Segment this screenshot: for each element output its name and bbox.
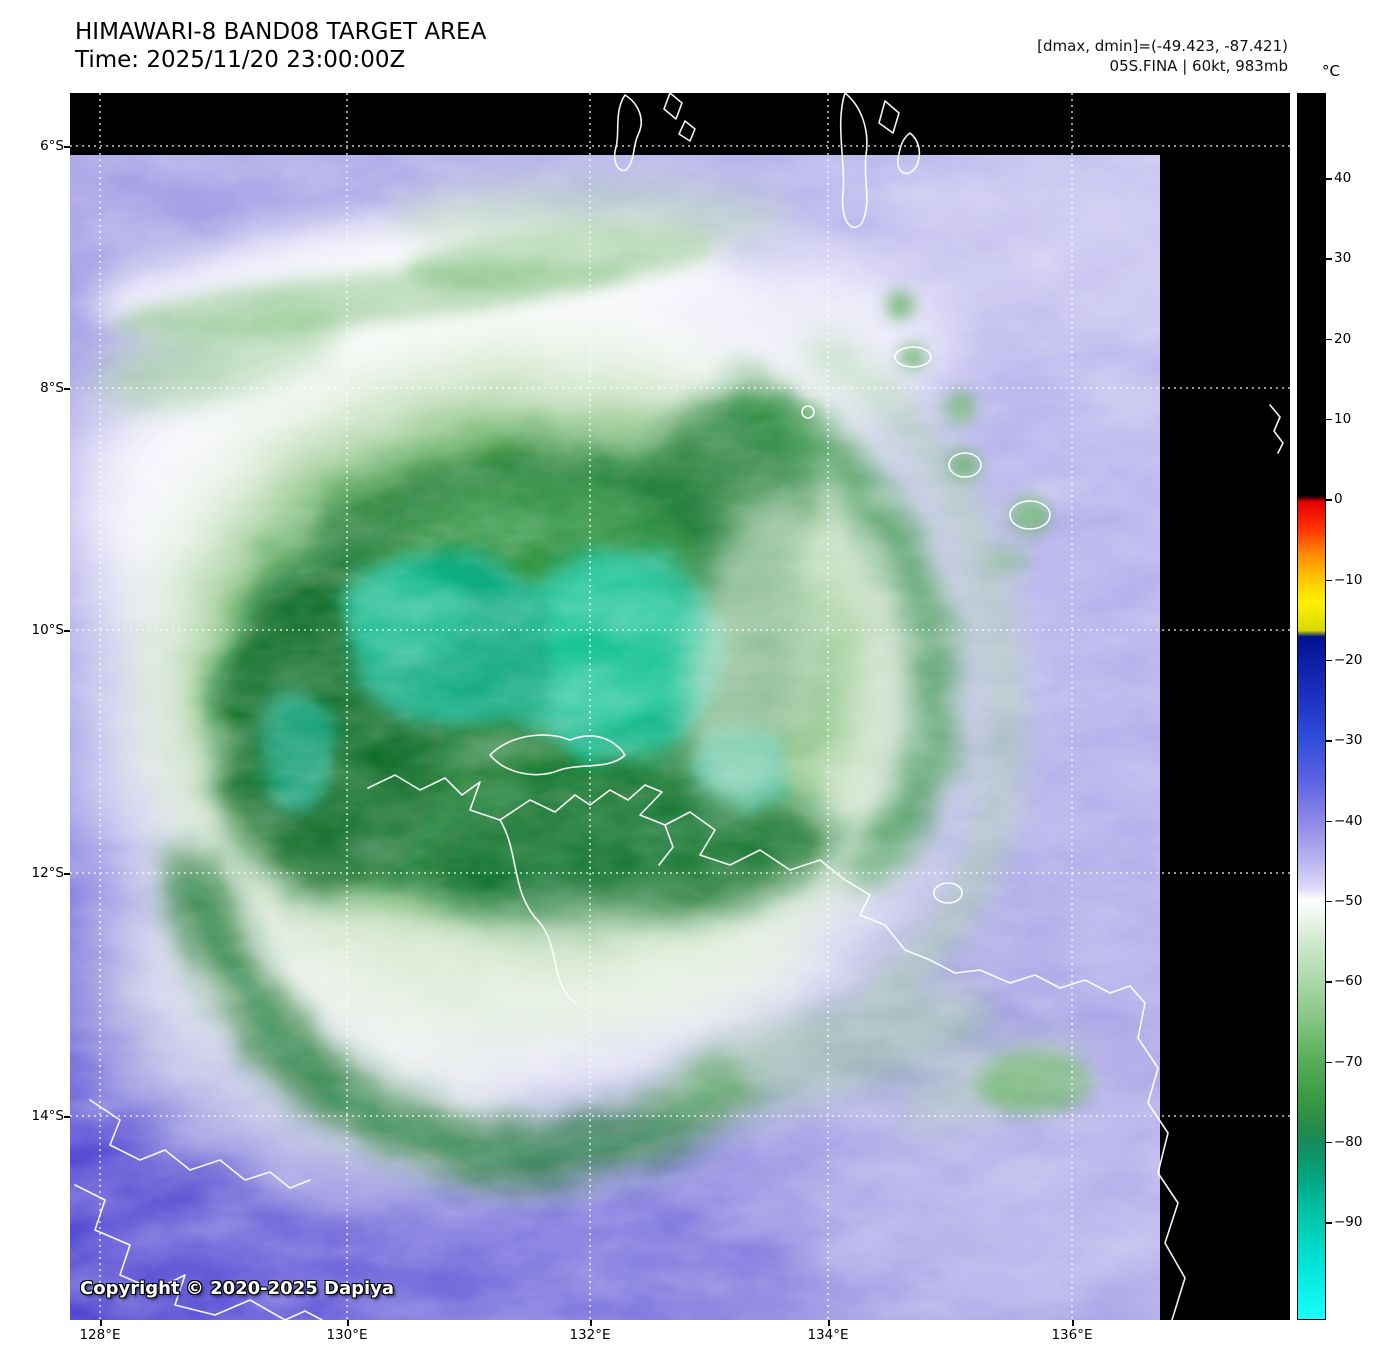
colorbar-tick-label: −40 xyxy=(1334,812,1363,829)
coast-island-2 xyxy=(948,452,982,478)
y-axis-tick xyxy=(64,146,70,148)
colorbar-tick-label: 0 xyxy=(1334,491,1343,508)
figure-annotations: [dmax, dmin]=(-49.423, -87.421) 05S.FINA… xyxy=(868,36,1288,76)
colorbar-tick-label: −70 xyxy=(1334,1053,1363,1070)
colorbar-tick-label: −50 xyxy=(1334,892,1363,909)
colorbar-tick-label: −60 xyxy=(1334,973,1363,990)
satellite-plot-area: Copyright © 2020-2025 Dapiya xyxy=(70,93,1290,1320)
colorbar-tick-label: 10 xyxy=(1334,410,1352,427)
colorbar-tick-label: −10 xyxy=(1334,571,1363,588)
storm-intensity-label: 05S.FINA | 60kt, 983mb xyxy=(1109,57,1288,75)
cloud-texture-overlay xyxy=(70,155,1160,1320)
coast-inlet xyxy=(499,819,674,1004)
coast-small-islands-top xyxy=(663,93,696,142)
dmax-dmin-label: [dmax, dmin]=(-49.423, -87.421) xyxy=(1037,37,1288,55)
coast-island-1 xyxy=(894,346,932,368)
satellite-data-region xyxy=(70,155,1160,1320)
colorbar-tick-label: −80 xyxy=(1334,1133,1363,1150)
colorbar-tick xyxy=(1326,579,1332,582)
x-tick-label: 130°E xyxy=(326,1327,368,1343)
y-tick-label: 12°S xyxy=(31,865,65,881)
colorbar-tick xyxy=(1326,1061,1332,1064)
coast-tanimbar xyxy=(613,94,642,172)
colorbar-tick xyxy=(1326,740,1332,742)
coast-australia-north xyxy=(367,774,1131,994)
copyright-watermark: Copyright © 2020-2025 Dapiya xyxy=(80,1278,395,1299)
coast-edge-fragment xyxy=(1269,404,1284,454)
colorbar-tick xyxy=(1326,1222,1332,1224)
x-axis-tick xyxy=(100,1320,102,1326)
coast-tiwi-islands xyxy=(489,734,626,776)
coast-island-4 xyxy=(933,882,963,904)
x-tick-label: 128°E xyxy=(79,1327,121,1343)
figure-timestamp: Time: 2025/11/20 23:00:00Z xyxy=(75,47,406,73)
x-tick-label: 134°E xyxy=(807,1327,849,1343)
x-axis-tick xyxy=(590,1320,592,1326)
y-axis-tick xyxy=(64,630,70,632)
coast-babar xyxy=(801,405,815,419)
colorbar-tick-label: 20 xyxy=(1334,330,1352,347)
colorbar-unit-label: °C xyxy=(1322,62,1340,80)
x-tick-label: 136°E xyxy=(1051,1327,1093,1343)
coastlines xyxy=(74,93,1284,1320)
colorbar-tick xyxy=(1326,659,1332,662)
colorbar xyxy=(1297,93,1326,1320)
coast-aru-kai xyxy=(839,93,921,229)
colorbar-tick-label: 40 xyxy=(1334,170,1352,186)
colorbar-tick-label: −20 xyxy=(1334,651,1363,668)
colorbar-tick xyxy=(1326,178,1332,180)
y-tick-label: 8°S xyxy=(40,380,64,396)
colorbar-tick xyxy=(1326,499,1332,501)
coast-kimberley-upper xyxy=(89,1099,311,1189)
colorbar-tick xyxy=(1326,981,1332,983)
colorbar-tick xyxy=(1326,900,1332,903)
gridlines xyxy=(70,93,1290,1320)
y-axis-tick xyxy=(64,388,70,390)
y-tick-label: 6°S xyxy=(40,138,64,154)
colorbar-tick xyxy=(1326,418,1332,421)
coast-kimberley xyxy=(74,1184,323,1320)
colorbar-tick xyxy=(1326,1141,1332,1144)
colorbar-tick-label: −90 xyxy=(1334,1214,1363,1231)
x-axis-tick xyxy=(1072,1320,1074,1326)
colorbar-tick-label: −30 xyxy=(1334,732,1363,749)
x-axis-tick xyxy=(347,1320,349,1326)
x-axis-tick xyxy=(828,1320,830,1326)
satellite-image xyxy=(70,93,1290,1320)
y-tick-label: 10°S xyxy=(31,622,65,638)
coast-island-3 xyxy=(1009,500,1051,530)
y-tick-label: 14°S xyxy=(31,1108,65,1124)
colorbar-tick xyxy=(1326,338,1332,341)
y-axis-tick xyxy=(64,1116,70,1118)
figure-title: HIMAWARI-8 BAND08 TARGET AREA xyxy=(75,19,487,45)
colorbar-tick xyxy=(1326,820,1332,823)
colorbar-tick xyxy=(1326,258,1332,260)
colorbar-tick-label: 30 xyxy=(1334,250,1352,267)
coast-gulf xyxy=(1129,985,1186,1320)
y-axis-tick xyxy=(64,873,70,875)
x-tick-label: 132°E xyxy=(569,1327,611,1343)
